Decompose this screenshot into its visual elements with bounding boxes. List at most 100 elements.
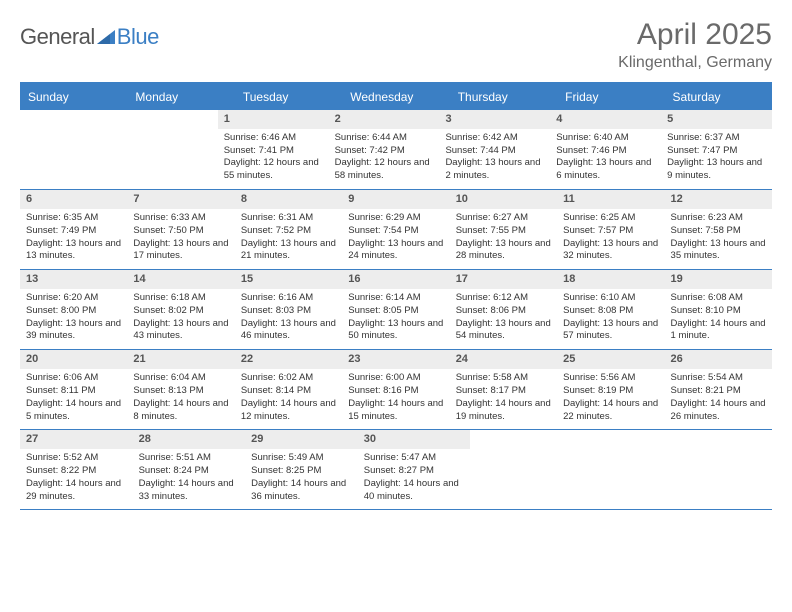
day-cell: 25Sunrise: 5:56 AMSunset: 8:19 PMDayligh… bbox=[557, 350, 664, 429]
sunrise-text: Sunrise: 6:02 AM bbox=[241, 372, 336, 385]
daylight-text: Daylight: 14 hours and 40 minutes. bbox=[364, 478, 465, 504]
sunset-text: Sunset: 8:17 PM bbox=[456, 385, 551, 398]
day-number: 28 bbox=[133, 430, 246, 449]
calendar: SundayMondayTuesdayWednesdayThursdayFrid… bbox=[20, 82, 772, 510]
day-cell: 18Sunrise: 6:10 AMSunset: 8:08 PMDayligh… bbox=[557, 270, 664, 349]
empty-cell bbox=[119, 110, 218, 189]
day-number: 11 bbox=[557, 190, 664, 209]
sunset-text: Sunset: 8:05 PM bbox=[348, 305, 443, 318]
daylight-text: Daylight: 13 hours and 17 minutes. bbox=[133, 238, 228, 264]
day-number: 15 bbox=[235, 270, 342, 289]
daylight-text: Daylight: 13 hours and 39 minutes. bbox=[26, 318, 121, 344]
sunset-text: Sunset: 7:52 PM bbox=[241, 225, 336, 238]
day-cell: 14Sunrise: 6:18 AMSunset: 8:02 PMDayligh… bbox=[127, 270, 234, 349]
day-number: 1 bbox=[218, 110, 329, 129]
day-cell: 29Sunrise: 5:49 AMSunset: 8:25 PMDayligh… bbox=[245, 430, 358, 509]
day-of-week-header: Saturday bbox=[665, 84, 772, 110]
day-number: 24 bbox=[450, 350, 557, 369]
sunset-text: Sunset: 7:57 PM bbox=[563, 225, 658, 238]
daylight-text: Daylight: 14 hours and 29 minutes. bbox=[26, 478, 127, 504]
sunrise-text: Sunrise: 6:06 AM bbox=[26, 372, 121, 385]
sunrise-text: Sunrise: 6:08 AM bbox=[671, 292, 766, 305]
empty-cell bbox=[571, 430, 672, 509]
daylight-text: Daylight: 13 hours and 57 minutes. bbox=[563, 318, 658, 344]
daylight-text: Daylight: 13 hours and 28 minutes. bbox=[456, 238, 551, 264]
day-cell: 23 Sunrise: 6:00 AMSunset: 8:16 PMDayligh… bbox=[342, 350, 449, 429]
sunrise-text: Sunrise: 6:42 AM bbox=[445, 132, 544, 145]
daylight-text: Daylight: 13 hours and 54 minutes. bbox=[456, 318, 551, 344]
daylight-text: Daylight: 12 hours and 58 minutes. bbox=[335, 157, 434, 183]
sunset-text: Sunset: 7:55 PM bbox=[456, 225, 551, 238]
day-number: 3 bbox=[439, 110, 550, 129]
sunrise-text: Sunrise: 6:20 AM bbox=[26, 292, 121, 305]
daylight-text: Daylight: 14 hours and 5 minutes. bbox=[26, 398, 121, 424]
sunrise-text: Sunrise: 6:27 AM bbox=[456, 212, 551, 225]
day-cell: 19Sunrise: 6:08 AMSunset: 8:10 PMDayligh… bbox=[665, 270, 772, 349]
daylight-text: Daylight: 13 hours and 21 minutes. bbox=[241, 238, 336, 264]
day-of-week-header: Friday bbox=[557, 84, 664, 110]
day-number: 16 bbox=[342, 270, 449, 289]
sunset-text: Sunset: 7:41 PM bbox=[224, 145, 323, 158]
sunset-text: Sunset: 8:02 PM bbox=[133, 305, 228, 318]
sunset-text: Sunset: 8:24 PM bbox=[139, 465, 240, 478]
daylight-text: Daylight: 14 hours and 15 minutes. bbox=[348, 398, 443, 424]
sunset-text: Sunset: 7:58 PM bbox=[671, 225, 766, 238]
week-row: 6Sunrise: 6:35 AMSunset: 7:49 PMDaylight… bbox=[20, 190, 772, 270]
day-number: 18 bbox=[557, 270, 664, 289]
sunrise-text: Sunrise: 6:00 AM bbox=[348, 372, 443, 385]
week-row: 13Sunrise: 6:20 AMSunset: 8:00 PMDayligh… bbox=[20, 270, 772, 350]
day-number: 26 bbox=[665, 350, 772, 369]
daylight-text: Daylight: 14 hours and 26 minutes. bbox=[671, 398, 766, 424]
day-of-week-header: Wednesday bbox=[342, 84, 449, 110]
sunrise-text: Sunrise: 5:51 AM bbox=[139, 452, 240, 465]
day-number: 10 bbox=[450, 190, 557, 209]
sunset-text: Sunset: 8:27 PM bbox=[364, 465, 465, 478]
day-cell: 20Sunrise: 6:06 AMSunset: 8:11 PMDayligh… bbox=[20, 350, 127, 429]
sunset-text: Sunset: 7:54 PM bbox=[348, 225, 443, 238]
daylight-text: Daylight: 13 hours and 35 minutes. bbox=[671, 238, 766, 264]
day-number: 14 bbox=[127, 270, 234, 289]
daylight-text: Daylight: 14 hours and 33 minutes. bbox=[139, 478, 240, 504]
title-block: April 2025 Klingenthal, Germany bbox=[618, 18, 772, 72]
day-cell: 13Sunrise: 6:20 AMSunset: 8:00 PMDayligh… bbox=[20, 270, 127, 349]
sunrise-text: Sunrise: 6:44 AM bbox=[335, 132, 434, 145]
daylight-text: Daylight: 14 hours and 22 minutes. bbox=[563, 398, 658, 424]
sunrise-text: Sunrise: 6:29 AM bbox=[348, 212, 443, 225]
day-number: 29 bbox=[245, 430, 358, 449]
daylight-text: Daylight: 13 hours and 9 minutes. bbox=[667, 157, 766, 183]
day-cell: 3Sunrise: 6:42 AMSunset: 7:44 PMDaylight… bbox=[439, 110, 550, 189]
daylight-text: Daylight: 13 hours and 6 minutes. bbox=[556, 157, 655, 183]
sunrise-text: Sunrise: 6:12 AM bbox=[456, 292, 551, 305]
daylight-text: Daylight: 14 hours and 8 minutes. bbox=[133, 398, 228, 424]
sunset-text: Sunset: 8:21 PM bbox=[671, 385, 766, 398]
day-number: 23 bbox=[342, 350, 449, 369]
sunset-text: Sunset: 8:16 PM bbox=[348, 385, 443, 398]
daylight-text: Daylight: 13 hours and 24 minutes. bbox=[348, 238, 443, 264]
sunrise-text: Sunrise: 6:25 AM bbox=[563, 212, 658, 225]
empty-cell bbox=[20, 110, 119, 189]
sunset-text: Sunset: 8:22 PM bbox=[26, 465, 127, 478]
day-number: 8 bbox=[235, 190, 342, 209]
day-number: 12 bbox=[665, 190, 772, 209]
sunset-text: Sunset: 7:42 PM bbox=[335, 145, 434, 158]
sunrise-text: Sunrise: 6:18 AM bbox=[133, 292, 228, 305]
sunset-text: Sunset: 7:47 PM bbox=[667, 145, 766, 158]
day-of-week-header: Tuesday bbox=[235, 84, 342, 110]
day-of-week-header: Monday bbox=[127, 84, 234, 110]
sunset-text: Sunset: 8:19 PM bbox=[563, 385, 658, 398]
day-cell: 16Sunrise: 6:14 AMSunset: 8:05 PMDayligh… bbox=[342, 270, 449, 349]
day-of-week-row: SundayMondayTuesdayWednesdayThursdayFrid… bbox=[20, 84, 772, 110]
sunset-text: Sunset: 8:14 PM bbox=[241, 385, 336, 398]
sunset-text: Sunset: 8:13 PM bbox=[133, 385, 228, 398]
daylight-text: Daylight: 13 hours and 46 minutes. bbox=[241, 318, 336, 344]
sunset-text: Sunset: 8:08 PM bbox=[563, 305, 658, 318]
sunset-text: Sunset: 8:25 PM bbox=[251, 465, 352, 478]
sunrise-text: Sunrise: 5:47 AM bbox=[364, 452, 465, 465]
day-of-week-header: Thursday bbox=[450, 84, 557, 110]
day-cell: 15Sunrise: 6:16 AMSunset: 8:03 PMDayligh… bbox=[235, 270, 342, 349]
sunrise-text: Sunrise: 5:49 AM bbox=[251, 452, 352, 465]
daylight-text: Daylight: 13 hours and 32 minutes. bbox=[563, 238, 658, 264]
brand-logo: General Blue bbox=[20, 24, 159, 50]
daylight-text: Daylight: 14 hours and 12 minutes. bbox=[241, 398, 336, 424]
sunrise-text: Sunrise: 6:14 AM bbox=[348, 292, 443, 305]
